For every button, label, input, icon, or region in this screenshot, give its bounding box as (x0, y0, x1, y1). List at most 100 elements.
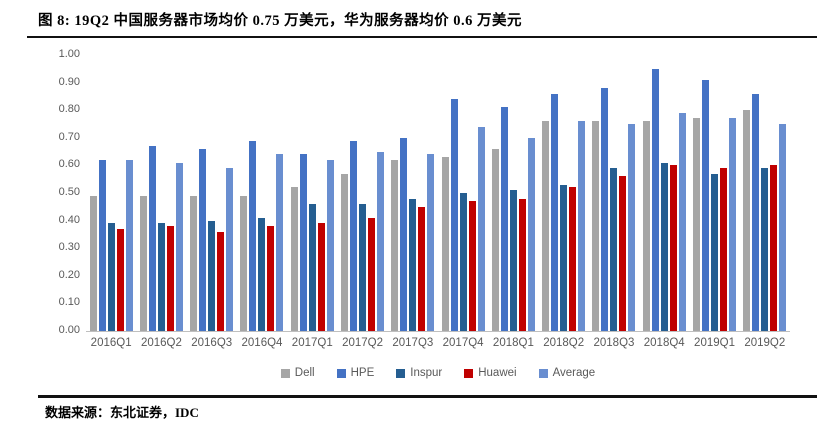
x-tick-label-2018Q1: 2018Q1 (492, 337, 534, 349)
y-tick-label: 0.60 (58, 158, 80, 171)
plot-area (86, 55, 790, 332)
bar-inspur-2018Q2 (560, 184, 568, 331)
bar-dell-2019Q1 (693, 118, 701, 331)
bar-huawei-2018Q2 (569, 187, 577, 331)
bar-inspur-2019Q2 (761, 168, 769, 331)
bar-huawei-2017Q1 (317, 223, 325, 331)
y-tick-label: 1.00 (58, 48, 80, 60)
bar-average-2016Q1 (125, 159, 133, 331)
bar-dell-2018Q1 (491, 148, 499, 331)
bar-average-2016Q3 (226, 168, 234, 331)
bar-dell-2016Q1 (89, 195, 97, 331)
bar-hpe-2018Q3 (601, 88, 609, 331)
bar-dell-2017Q3 (391, 159, 399, 331)
bar-group-2019Q2 (740, 55, 790, 331)
bar-average-2017Q3 (427, 154, 435, 331)
y-tick-label: 0.30 (58, 241, 80, 254)
bottom-divider (38, 395, 817, 398)
x-tick-label-2016Q4: 2016Q4 (241, 337, 283, 349)
bar-hpe-2017Q2 (350, 140, 358, 331)
x-tick-label-2019Q1: 2019Q1 (694, 337, 735, 349)
bar-dell-2017Q1 (290, 187, 298, 331)
bar-hpe-2019Q2 (752, 93, 760, 331)
bar-huawei-2018Q1 (518, 198, 526, 331)
y-axis: 1.00 0.90 0.80 0.70 0.60 0.50 0.40 0.30 0.20 0.10… (0, 48, 80, 336)
bar-dell-2019Q2 (743, 110, 751, 331)
bar-inspur-2018Q1 (509, 190, 517, 331)
bar-hpe-2018Q2 (551, 93, 559, 331)
bar-average-2018Q1 (527, 137, 535, 331)
x-tick-label-2019Q2: 2019Q2 (744, 337, 786, 349)
legend-swatch-average (538, 368, 548, 378)
legend-swatch-hpe (336, 368, 346, 378)
x-tick-label-2017Q2: 2017Q2 (342, 337, 384, 349)
bar-dell-2016Q2 (139, 195, 147, 331)
x-tick-label-2016Q3: 2016Q3 (191, 337, 233, 349)
bar-huawei-2017Q3 (418, 206, 426, 331)
legend-label-inspur: Inspur (410, 367, 443, 379)
bar-hpe-2017Q4 (450, 99, 458, 331)
bar-group-2016Q1 (86, 55, 136, 331)
bar-inspur-2017Q3 (409, 198, 417, 331)
chart-legend: Dell HPE Inspur Huawei Average (86, 367, 790, 379)
bar-dell-2018Q2 (542, 121, 550, 331)
bar-group-2017Q3 (388, 55, 438, 331)
bar-group-2019Q1 (689, 55, 739, 331)
bar-hpe-2017Q1 (299, 154, 307, 331)
bar-huawei-2019Q1 (720, 168, 728, 331)
legend-label-huawei: Huawei (478, 367, 517, 379)
bar-average-2017Q2 (377, 151, 385, 331)
bar-huawei-2016Q2 (166, 226, 174, 331)
x-tick-label-2016Q2: 2016Q2 (140, 337, 182, 349)
chart-title: 图 8: 19Q2 中国服务器市场均价 0.75 万美元，华为服务器均价 0.6… (38, 13, 522, 29)
legend-item-hpe: HPE (336, 367, 374, 379)
y-tick-label: 0.50 (58, 186, 80, 198)
bar-average-2018Q4 (678, 112, 686, 331)
bar-hpe-2016Q2 (148, 146, 156, 331)
bar-group-2016Q4 (237, 55, 287, 331)
legend-item-inspur: Inspur (396, 367, 442, 379)
bar-inspur-2018Q3 (610, 168, 618, 331)
bar-group-2018Q3 (589, 55, 639, 331)
bar-dell-2016Q3 (190, 195, 198, 331)
x-tick-label-2016Q1: 2016Q1 (90, 337, 132, 349)
bar-inspur-2016Q4 (258, 217, 266, 331)
bar-dell-2017Q4 (441, 157, 449, 331)
bar-average-2016Q2 (175, 162, 183, 331)
y-tick-label: 0.20 (58, 268, 80, 281)
bar-inspur-2017Q2 (359, 204, 367, 331)
bar-huawei-2018Q3 (619, 176, 627, 331)
bar-inspur-2019Q1 (711, 173, 719, 331)
bar-dell-2017Q2 (341, 173, 349, 331)
x-tick-label-2018Q4: 2018Q4 (643, 337, 685, 349)
bar-huawei-2016Q1 (116, 228, 124, 331)
x-tick-label-2017Q3: 2017Q3 (392, 337, 434, 349)
bar-average-2018Q3 (628, 124, 636, 331)
y-tick-label: 0.10 (58, 296, 80, 309)
legend-swatch-inspur (396, 368, 406, 378)
x-axis: 2016Q1 2016Q2 2016Q3 2016Q4 2017Q1 2017Q2 2017… (86, 337, 790, 349)
bar-dell-2018Q3 (592, 121, 600, 331)
bar-hpe-2016Q3 (199, 148, 207, 331)
bar-huawei-2016Q4 (267, 226, 275, 331)
bar-inspur-2016Q2 (157, 223, 165, 331)
legend-swatch-dell (280, 368, 290, 378)
bar-average-2017Q1 (326, 159, 334, 331)
bar-group-2016Q2 (136, 55, 186, 331)
y-tick-label: 0.90 (58, 75, 80, 88)
x-tick-label-2018Q2: 2018Q2 (543, 337, 585, 349)
bar-hpe-2016Q4 (249, 140, 257, 331)
bar-group-2017Q4 (438, 55, 488, 331)
bar-group-2018Q4 (639, 55, 689, 331)
bar-hpe-2019Q1 (702, 79, 710, 331)
bar-dell-2018Q4 (642, 121, 650, 331)
x-tick-label-2017Q1: 2017Q1 (291, 337, 333, 349)
bar-inspur-2016Q1 (107, 223, 115, 331)
legend-item-average: Average (538, 367, 595, 379)
legend-label-dell: Dell (294, 367, 315, 379)
bar-group-2018Q2 (539, 55, 589, 331)
bar-group-2017Q1 (287, 55, 337, 331)
bar-huawei-2019Q2 (770, 165, 778, 331)
y-tick-label: 0.00 (58, 324, 80, 336)
